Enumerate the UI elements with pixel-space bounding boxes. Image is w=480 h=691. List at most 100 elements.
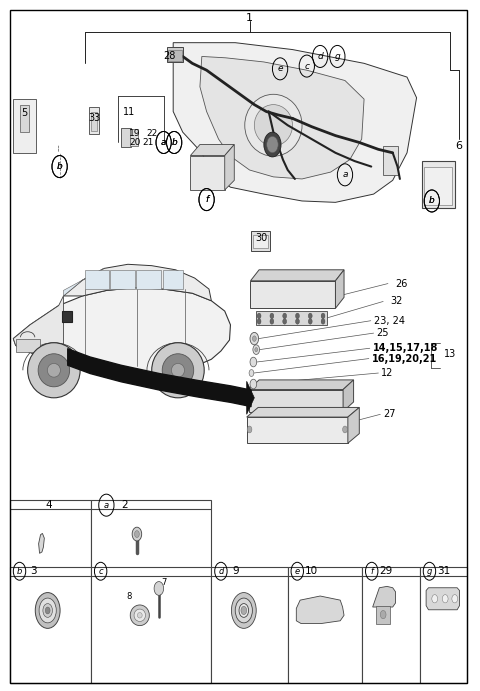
Circle shape	[250, 357, 257, 367]
Bar	[422, 161, 455, 208]
Polygon shape	[13, 296, 63, 361]
Bar	[10, 567, 91, 683]
Circle shape	[264, 132, 281, 157]
Text: 19: 19	[129, 129, 141, 138]
Circle shape	[241, 606, 247, 614]
Polygon shape	[296, 596, 344, 623]
Polygon shape	[372, 587, 396, 607]
Bar	[424, 167, 452, 205]
Circle shape	[321, 313, 325, 319]
Circle shape	[432, 595, 438, 603]
Text: 12: 12	[381, 368, 394, 378]
Bar	[168, 47, 183, 62]
Text: 28: 28	[163, 51, 176, 61]
Text: 27: 27	[383, 409, 396, 419]
Bar	[383, 146, 398, 175]
Circle shape	[257, 313, 261, 319]
Ellipse shape	[245, 94, 302, 156]
Polygon shape	[85, 269, 109, 289]
Bar	[91, 500, 211, 683]
Text: 14,15,17,18: 14,15,17,18	[372, 343, 438, 353]
Text: 9: 9	[232, 566, 239, 576]
Text: b: b	[171, 138, 177, 147]
Polygon shape	[247, 381, 254, 415]
Polygon shape	[247, 417, 348, 443]
Bar	[62, 311, 72, 322]
Bar	[13, 99, 36, 153]
Polygon shape	[136, 269, 161, 289]
Text: 32: 32	[391, 296, 403, 306]
Text: 22: 22	[146, 129, 158, 138]
Circle shape	[43, 603, 52, 617]
Circle shape	[380, 610, 386, 618]
Ellipse shape	[254, 104, 292, 146]
Circle shape	[250, 332, 259, 345]
Text: f: f	[370, 567, 373, 576]
Circle shape	[443, 595, 448, 603]
Circle shape	[321, 319, 325, 324]
Text: 11: 11	[123, 106, 135, 117]
Circle shape	[239, 603, 249, 617]
Text: f: f	[205, 195, 208, 204]
Text: a: a	[104, 501, 109, 510]
Polygon shape	[426, 588, 459, 609]
Text: e: e	[277, 64, 283, 73]
Circle shape	[231, 593, 256, 628]
Bar	[420, 567, 467, 683]
Circle shape	[39, 598, 56, 623]
Circle shape	[257, 319, 261, 324]
Text: 7: 7	[161, 578, 167, 587]
Text: b: b	[17, 567, 22, 576]
Bar	[211, 567, 288, 683]
Text: 21: 21	[143, 138, 154, 147]
Text: 29: 29	[379, 566, 393, 576]
Ellipse shape	[38, 354, 70, 387]
Bar	[376, 605, 390, 623]
Circle shape	[308, 319, 312, 324]
Bar	[253, 235, 268, 249]
Polygon shape	[63, 268, 104, 296]
Circle shape	[452, 595, 457, 603]
Text: 1: 1	[246, 13, 253, 23]
Text: 30: 30	[255, 233, 267, 243]
Text: b: b	[429, 196, 435, 205]
Text: 31: 31	[437, 566, 450, 576]
Circle shape	[296, 313, 300, 319]
Bar	[362, 567, 420, 683]
Text: 2: 2	[121, 500, 128, 510]
Bar	[252, 231, 270, 251]
Ellipse shape	[130, 605, 149, 625]
Text: a: a	[161, 138, 167, 147]
Circle shape	[247, 426, 252, 433]
Circle shape	[267, 136, 278, 153]
Bar	[256, 311, 327, 325]
Polygon shape	[249, 380, 354, 390]
Bar	[168, 50, 182, 61]
Circle shape	[255, 348, 258, 352]
Circle shape	[308, 313, 312, 319]
Circle shape	[249, 370, 254, 377]
Text: 6: 6	[455, 141, 462, 151]
Text: g: g	[427, 567, 432, 576]
Bar	[91, 111, 97, 131]
Text: d: d	[218, 567, 224, 576]
Text: b: b	[57, 162, 62, 171]
Circle shape	[296, 319, 300, 324]
Text: 23, 24: 23, 24	[373, 316, 405, 325]
Ellipse shape	[171, 363, 184, 377]
Circle shape	[235, 598, 252, 623]
Circle shape	[283, 319, 287, 324]
Ellipse shape	[48, 363, 60, 377]
Text: 3: 3	[31, 566, 37, 576]
Bar	[89, 107, 99, 133]
Circle shape	[253, 345, 260, 354]
Polygon shape	[191, 155, 225, 190]
Polygon shape	[110, 269, 135, 289]
Polygon shape	[249, 390, 343, 412]
Text: a: a	[342, 170, 348, 180]
Text: 25: 25	[376, 328, 389, 338]
Text: a: a	[161, 138, 167, 147]
Text: 4: 4	[46, 500, 52, 510]
Text: g: g	[335, 52, 340, 61]
Polygon shape	[251, 269, 344, 281]
